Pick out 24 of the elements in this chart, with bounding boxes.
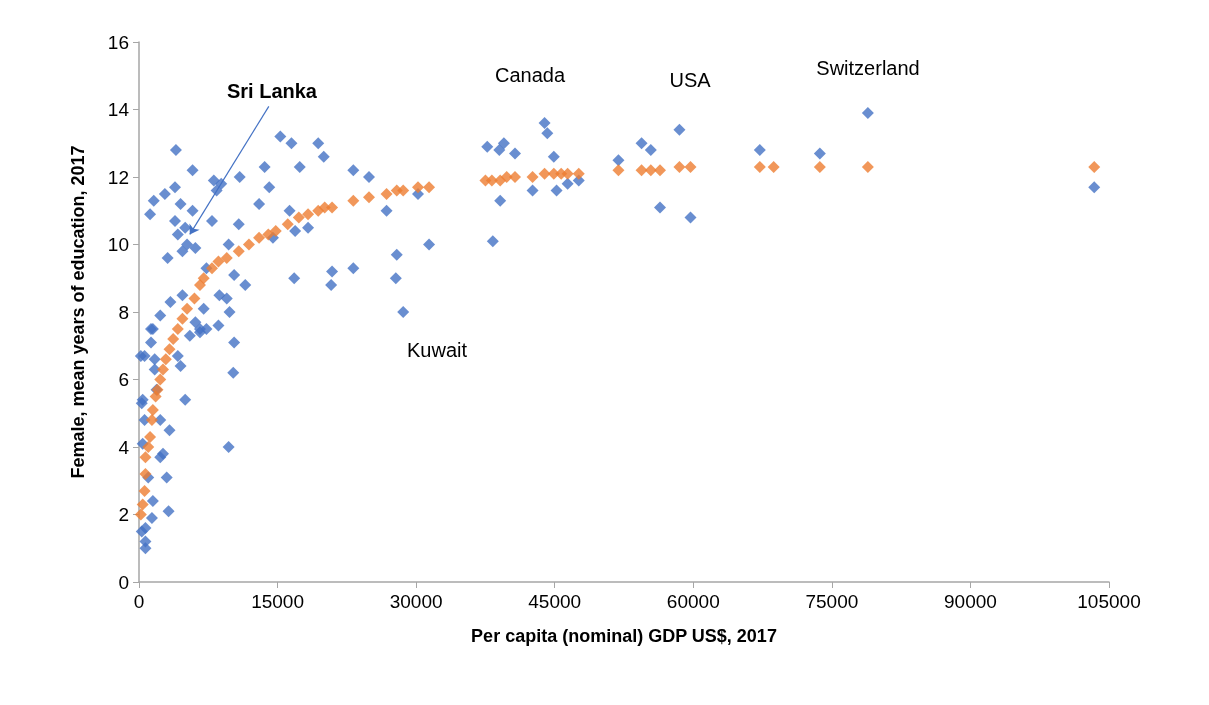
y-tick-label: 8 bbox=[118, 301, 129, 323]
annotation: Canada bbox=[494, 64, 566, 86]
annotation: Sri Lanka bbox=[226, 80, 318, 103]
y-tick-label: 4 bbox=[118, 436, 130, 458]
x-tick-label: 30000 bbox=[389, 591, 443, 612]
x-tick-label: 15000 bbox=[251, 591, 304, 612]
annotation: USA bbox=[669, 69, 712, 91]
y-tick-label: 14 bbox=[107, 99, 130, 120]
y-tick-label: 0 bbox=[118, 571, 129, 593]
annotation: Kuwait bbox=[406, 339, 468, 361]
y-tick-label: 6 bbox=[118, 369, 129, 390]
y-tick-label: 12 bbox=[107, 166, 129, 188]
x-axis-title: Per capita (nominal) GDP US$, 2017 bbox=[471, 626, 777, 646]
x-tick-label: 105000 bbox=[1077, 591, 1141, 612]
y-tick-label: 16 bbox=[107, 31, 129, 53]
y-axis-title: Female, mean years of education, 2017 bbox=[68, 145, 88, 479]
x-tick-label: 0 bbox=[133, 591, 145, 612]
x-tick-label: 60000 bbox=[666, 591, 720, 612]
x-tick-label: 75000 bbox=[805, 591, 859, 612]
annotation: Switzerland bbox=[816, 57, 920, 79]
x-tick-label: 45000 bbox=[528, 591, 582, 612]
x-tick-label: 90000 bbox=[944, 591, 997, 612]
y-tick-label: 2 bbox=[118, 504, 129, 525]
y-tick-label: 10 bbox=[107, 234, 129, 255]
